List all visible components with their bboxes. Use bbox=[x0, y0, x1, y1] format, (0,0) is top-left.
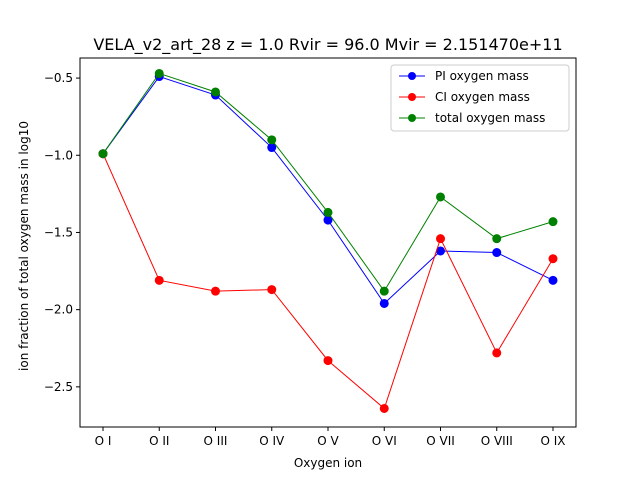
legend-marker-2 bbox=[408, 114, 416, 122]
chart-title: VELA_v2_art_28 z = 1.0 Rvir = 96.0 Mvir … bbox=[93, 35, 562, 55]
x-tick-label: O II bbox=[149, 434, 169, 448]
data-point bbox=[492, 348, 502, 358]
data-point bbox=[267, 143, 277, 153]
y-tick-label: −1.5 bbox=[44, 225, 73, 239]
data-point bbox=[548, 254, 558, 264]
x-tick-label: O VII bbox=[426, 434, 455, 448]
data-point bbox=[379, 298, 389, 308]
data-point bbox=[548, 275, 558, 285]
x-axis-label: Oxygen ion bbox=[294, 456, 362, 470]
data-point bbox=[323, 215, 333, 225]
y-tick-label: −2.0 bbox=[44, 303, 73, 317]
data-point bbox=[436, 234, 445, 244]
y-tick-label: −2.5 bbox=[44, 380, 73, 394]
legend: PI oxygen mass CI oxygen mass total oxygen… bbox=[390, 64, 570, 132]
legend-label-2: total oxygen mass bbox=[435, 111, 545, 125]
data-point bbox=[211, 286, 220, 296]
x-tick-label: O V bbox=[317, 434, 339, 448]
y-tick-label: −0.5 bbox=[44, 71, 73, 85]
data-point bbox=[323, 207, 333, 217]
data-point bbox=[379, 403, 389, 413]
data-point bbox=[492, 248, 502, 258]
data-point bbox=[323, 356, 333, 366]
data-point bbox=[492, 234, 502, 244]
x-tick-label: O III bbox=[204, 434, 228, 448]
data-point bbox=[267, 135, 277, 145]
legend-label-1: CI oxygen mass bbox=[435, 90, 530, 104]
x-tick-label: O VIII bbox=[481, 434, 513, 448]
data-point bbox=[436, 192, 445, 202]
legend-marker-1 bbox=[408, 93, 416, 101]
legend-label-0: PI oxygen mass bbox=[435, 69, 529, 83]
data-point bbox=[267, 285, 277, 295]
data-point bbox=[98, 149, 108, 159]
data-point bbox=[379, 286, 389, 296]
data-point bbox=[154, 68, 164, 78]
x-tick-label: O VI bbox=[372, 434, 397, 448]
plot-area: O I O II O III O IV O V O VI O VII O VIII O IX −2… bbox=[44, 57, 577, 448]
x-tick-label: O IX bbox=[540, 434, 565, 448]
y-axis-label: ion fraction of total oxygen mass in log… bbox=[17, 121, 31, 371]
y-tick-label: −1.0 bbox=[44, 148, 73, 162]
x-tick-label: O IV bbox=[259, 434, 285, 448]
data-point bbox=[154, 275, 164, 285]
legend-box bbox=[390, 64, 570, 132]
legend-marker-0 bbox=[408, 72, 416, 80]
data-point bbox=[548, 217, 558, 227]
x-tick-label: O I bbox=[95, 434, 112, 448]
data-point bbox=[211, 87, 220, 97]
